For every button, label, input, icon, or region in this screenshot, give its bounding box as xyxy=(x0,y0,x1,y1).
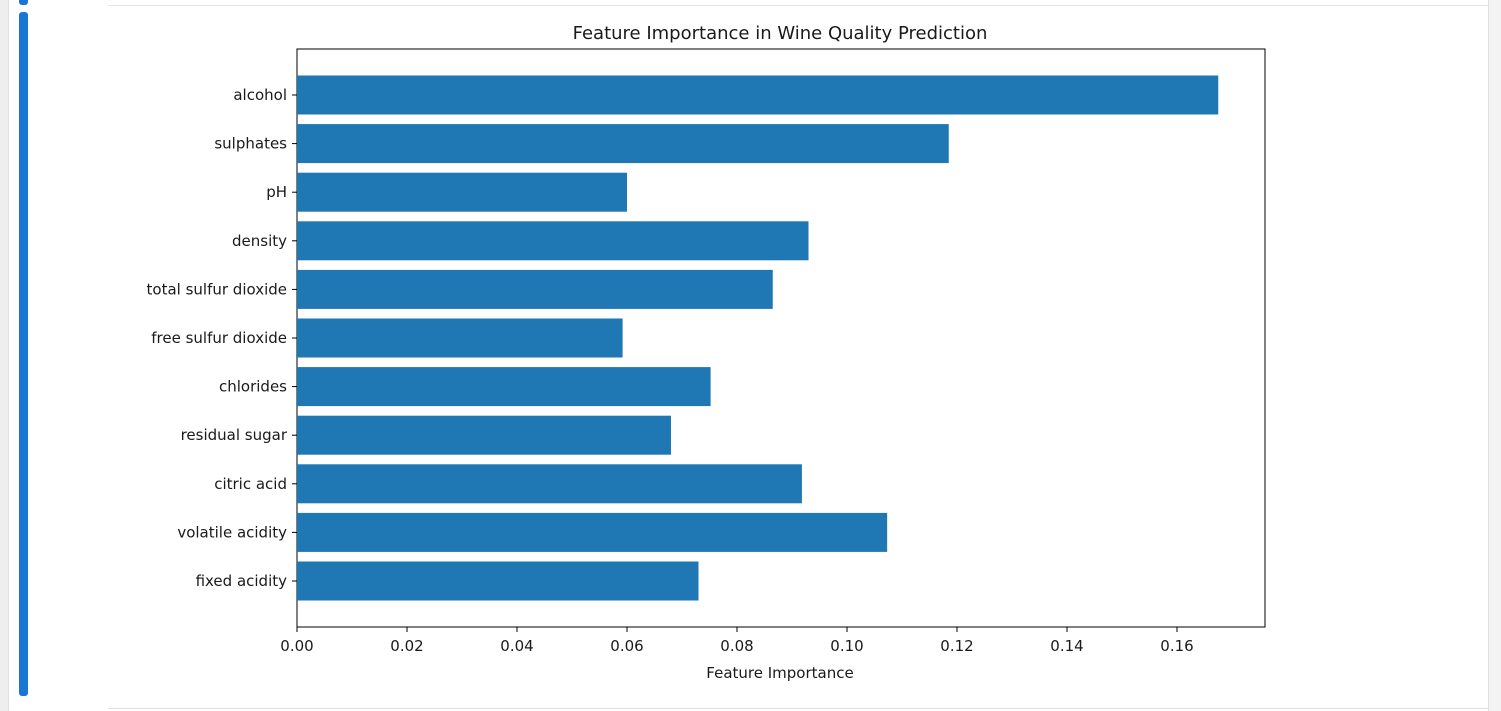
bar-fixed-acidity xyxy=(297,561,699,601)
x-tick-label: 0.14 xyxy=(1050,637,1083,655)
y-tick-label-volatile-acidity: volatile acidity xyxy=(177,523,287,541)
bar-ph xyxy=(297,172,627,212)
x-tick-label: 0.10 xyxy=(830,637,863,655)
bars xyxy=(297,75,1219,601)
y-tick-label-ph: pH xyxy=(266,183,287,201)
bar-sulphates xyxy=(297,124,949,164)
x-tick-label: 0.12 xyxy=(940,637,973,655)
bar-alcohol xyxy=(297,75,1219,115)
y-tick-label-density: density xyxy=(232,232,287,250)
bar-chlorides xyxy=(297,367,711,407)
y-tick-label-chlorides: chlorides xyxy=(219,378,287,396)
bar-citric-acid xyxy=(297,464,802,504)
y-tick-label-free-sulfur-dioxide: free sulfur dioxide xyxy=(151,329,287,347)
y-tick-label-residual-sugar: residual sugar xyxy=(181,426,288,444)
bar-volatile-acidity xyxy=(297,512,888,552)
x-tick-label: 0.04 xyxy=(500,637,533,655)
chart-title: Feature Importance in Wine Quality Predi… xyxy=(573,23,988,44)
y-tick-label-total-sulfur-dioxide: total sulfur dioxide xyxy=(147,280,287,298)
y-axis-ticks: fixed acidity volatile acidity citric acid… xyxy=(147,86,297,590)
x-tick-label: 0.00 xyxy=(280,637,313,655)
previous-cell-indicator[interactable] xyxy=(19,0,28,5)
output-bottom-divider xyxy=(108,708,1488,709)
x-tick-label: 0.02 xyxy=(390,637,423,655)
bar-total-sulfur-dioxide xyxy=(297,269,773,309)
x-axis-ticks: 0.00 0.02 0.04 0.06 0.08 0.10 0.12 0.14 0.16 xyxy=(280,627,1194,655)
x-tick-label: 0.06 xyxy=(610,637,643,655)
scrollbar-track[interactable] xyxy=(1488,0,1501,711)
output-top-divider xyxy=(108,5,1488,6)
y-tick-label-alcohol: alcohol xyxy=(233,86,287,104)
left-gutter xyxy=(0,0,8,711)
y-tick-label-citric-acid: citric acid xyxy=(214,475,287,493)
bar-residual-sugar xyxy=(297,415,671,455)
bar-free-sulfur-dioxide xyxy=(297,318,623,358)
y-tick-label-fixed-acidity: fixed acidity xyxy=(196,572,288,590)
x-tick-label: 0.08 xyxy=(720,637,753,655)
cell-collapse-bar[interactable] xyxy=(19,12,28,696)
x-axis-label: Feature Importance xyxy=(706,664,853,682)
bar-density xyxy=(297,221,809,261)
x-tick-label: 0.16 xyxy=(1160,637,1193,655)
y-tick-label-sulphates: sulphates xyxy=(214,135,287,153)
